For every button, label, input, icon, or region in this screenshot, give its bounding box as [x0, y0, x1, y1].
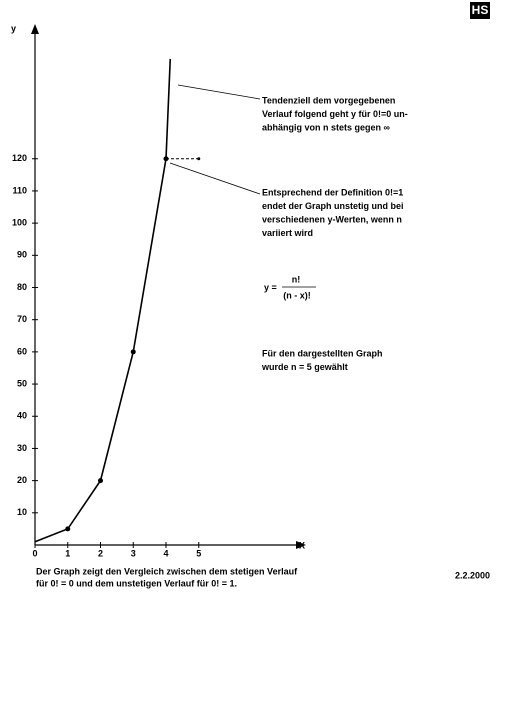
point [130, 349, 136, 355]
y-tick-label: 110 [12, 185, 27, 195]
logo-box [470, 2, 490, 19]
annotation-line: abhängig von n stets gegen ∞ [262, 122, 391, 132]
formula-lhs: y = [264, 282, 277, 292]
formula-denominator: (n - x)! [283, 290, 311, 300]
y-tick-label: 40 [17, 411, 27, 421]
caption-line: für 0! = 0 und dem unstetigen Verlauf fü… [36, 578, 237, 588]
date: 2.2.2000 [455, 570, 490, 580]
y-tick-label: 60 [17, 346, 27, 356]
y-tick-label: 50 [17, 378, 27, 388]
y-tick-label: 20 [17, 475, 27, 485]
y-tick-label: 100 [12, 218, 27, 228]
x-arrow [296, 541, 306, 549]
y-tick-label: 80 [17, 282, 27, 292]
y-arrow [31, 24, 39, 34]
y-tick-label: 70 [17, 314, 27, 324]
y-tick-label: 10 [17, 507, 27, 517]
x-tick-label: 0 [32, 548, 37, 558]
logo: HS [472, 3, 489, 17]
pointer-line [177, 84, 261, 100]
x-tick-label: 5 [196, 548, 201, 558]
annotation-line: Entsprechend der Definition 0!=1 [262, 187, 403, 197]
annotation-line: wurde n = 5 gewählt [261, 362, 348, 372]
caption-line: Der Graph zeigt den Vergleich zwischen d… [36, 566, 298, 576]
annotation-line: variiert wird [262, 228, 313, 238]
y-tick-label: 30 [17, 443, 27, 453]
x-tick-label: 4 [163, 548, 168, 558]
point [65, 526, 71, 532]
x-tick-label: 2 [98, 548, 103, 558]
y-axis-label: y [11, 23, 16, 33]
x-tick-label: 3 [131, 548, 136, 558]
formula-numerator: n! [292, 274, 301, 284]
annotation-line: Verlauf folgend geht y für 0!=0 un- [262, 109, 408, 119]
y-tick-label: 90 [17, 250, 27, 260]
y-tick-label: 120 [12, 153, 27, 163]
point [98, 478, 103, 484]
annotation-line: Tendenziell dem vorgegebenen [262, 95, 395, 105]
end-point [197, 157, 201, 161]
annotation-line: verschiedenen y-Werten, wenn n [262, 214, 402, 224]
annotation-line: endet der Graph unstetig und bei [262, 201, 404, 211]
annotation-line: Für den dargestellten Graph [262, 348, 383, 358]
data-line [34, 58, 172, 543]
x-axis-label: X [299, 540, 305, 550]
pointer-line [169, 162, 261, 195]
x-tick-label: 1 [65, 548, 70, 558]
